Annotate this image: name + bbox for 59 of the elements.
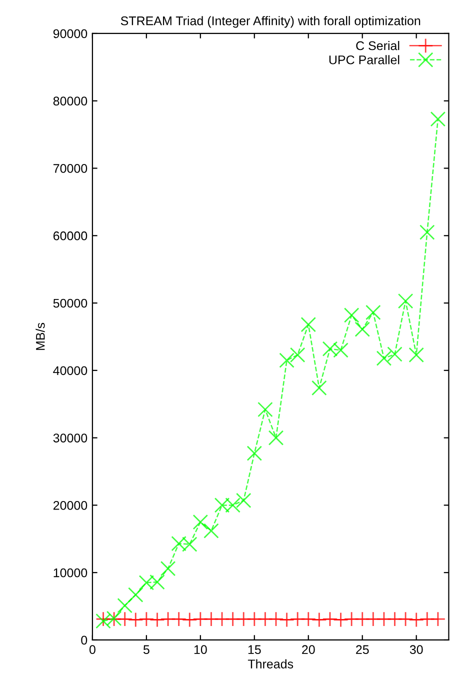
point — [408, 347, 424, 363]
x-axis-title: Threads — [248, 659, 294, 668]
point — [236, 492, 252, 508]
point — [128, 587, 144, 602]
x-tick-label: 10 — [194, 645, 207, 654]
y-tick-label: 20000 — [53, 500, 88, 510]
point — [398, 611, 414, 627]
x-tick-label: 20 — [302, 645, 315, 654]
point — [333, 612, 348, 628]
y-axis-title: MB/s — [36, 322, 45, 350]
point — [376, 350, 392, 366]
point — [387, 346, 402, 362]
point — [138, 611, 154, 627]
point — [150, 612, 165, 628]
point — [430, 111, 446, 127]
point — [398, 293, 414, 309]
point — [204, 523, 219, 538]
y-tick-label: 40000 — [53, 366, 88, 376]
point — [268, 430, 284, 446]
point — [128, 612, 144, 628]
x-tick-label: 25 — [356, 645, 369, 654]
x-tick-label: 30 — [410, 645, 423, 654]
y-tick-label: 0 — [81, 636, 88, 645]
y-tick-label: 50000 — [53, 298, 88, 308]
point — [160, 560, 176, 576]
x-tick-label: 15 — [248, 645, 261, 654]
point — [408, 612, 424, 628]
point — [312, 612, 327, 628]
point — [300, 611, 316, 627]
point — [354, 322, 370, 337]
point — [322, 611, 338, 627]
chart-title: STREAM Triad (Integer Affinity) with forall optimization — [120, 16, 420, 28]
point — [246, 446, 262, 461]
y-tick-label: 80000 — [53, 96, 88, 106]
point — [182, 612, 198, 628]
legend-label: C Serial — [356, 40, 400, 50]
point — [268, 611, 284, 627]
x-tick-label: 0 — [89, 645, 96, 654]
y-tick-label: 70000 — [53, 164, 88, 173]
point — [312, 380, 327, 396]
point — [290, 347, 306, 363]
y-tick-label: 10000 — [54, 568, 88, 578]
point — [117, 611, 132, 627]
point — [279, 612, 294, 628]
point — [117, 598, 132, 614]
point — [192, 514, 208, 530]
point — [300, 316, 316, 332]
y-tick-label: 30000 — [53, 434, 88, 442]
point — [258, 402, 273, 418]
point — [344, 308, 360, 323]
point — [279, 352, 294, 368]
point — [420, 224, 435, 240]
y-tick-label: 60000 — [53, 231, 88, 240]
point — [171, 611, 186, 627]
point — [366, 304, 381, 320]
legend-label: UPC Parallel — [329, 55, 400, 64]
y-tick-label: 90000 — [53, 29, 88, 38]
point — [430, 611, 446, 627]
x-tick-label: 5 — [143, 645, 150, 654]
